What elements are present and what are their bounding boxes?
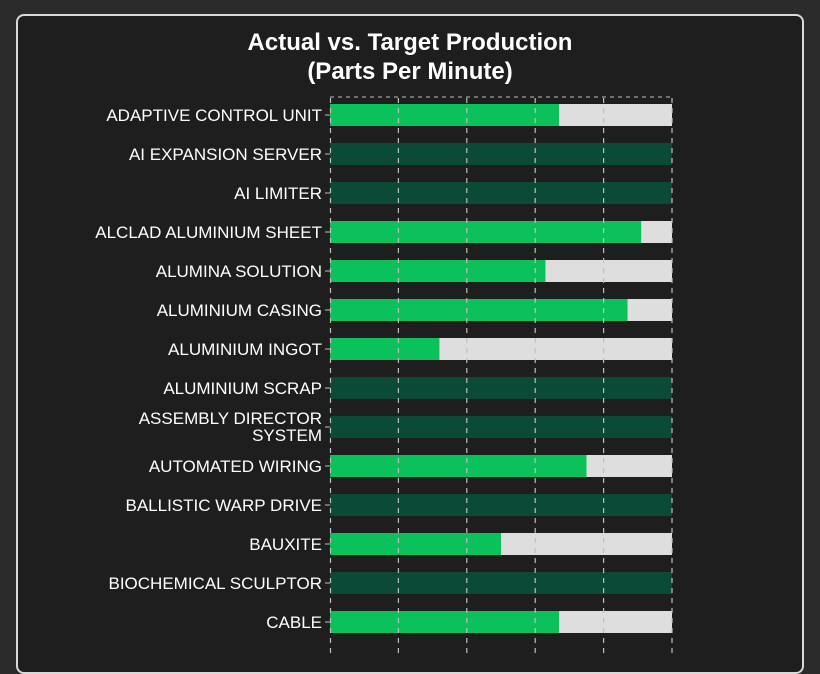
- chart-panel: Actual vs. Target Production (Parts Per …: [16, 14, 804, 674]
- category-label: ASSEMBLY DIRECTOR SYSTEM: [139, 409, 322, 445]
- bar-actual: [330, 260, 546, 282]
- category-label: ALUMINIUM INGOT: [168, 340, 322, 359]
- category-label: ALCLAD ALUMINIUM SHEET: [95, 223, 322, 242]
- bar-actual: [330, 299, 628, 321]
- bar-actual: [330, 104, 560, 126]
- category-label: ADAPTIVE CONTROL UNIT: [106, 106, 322, 125]
- category-label: BIOCHEMICAL SCULPTOR: [109, 574, 323, 593]
- category-label: AUTOMATED WIRING: [149, 457, 322, 476]
- bar-no-data: [330, 494, 672, 516]
- bar-actual: [330, 533, 501, 555]
- bar-no-data: [330, 182, 672, 204]
- bar-no-data: [330, 416, 672, 438]
- bar-chart: ADAPTIVE CONTROL UNIT AI EXPANSION SERVER…: [95, 96, 673, 656]
- category-label: ALUMINA SOLUTION: [156, 262, 322, 281]
- bar-actual: [330, 611, 560, 633]
- category-label: BAUXITE: [249, 535, 322, 554]
- category-label: CABLE: [266, 613, 322, 632]
- chart-title-line-2: (Parts Per Minute): [307, 58, 513, 85]
- chart-title: Actual vs. Target Production (Parts Per …: [18, 28, 802, 86]
- bar-no-data: [330, 143, 672, 165]
- bar-actual: [330, 221, 642, 243]
- category-label: ALUMINIUM CASING: [157, 301, 322, 320]
- category-label: AI LIMITER: [234, 184, 322, 203]
- bar-no-data: [330, 377, 672, 399]
- bar-no-data: [330, 572, 672, 594]
- category-label: ALUMINIUM SCRAP: [163, 379, 322, 398]
- bar-actual: [330, 455, 587, 477]
- category-label: AI EXPANSION SERVER: [129, 145, 322, 164]
- bar-actual: [330, 338, 440, 360]
- chart-title-line-1: Actual vs. Target Production: [247, 29, 573, 56]
- category-label: BALLISTIC WARP DRIVE: [126, 496, 323, 515]
